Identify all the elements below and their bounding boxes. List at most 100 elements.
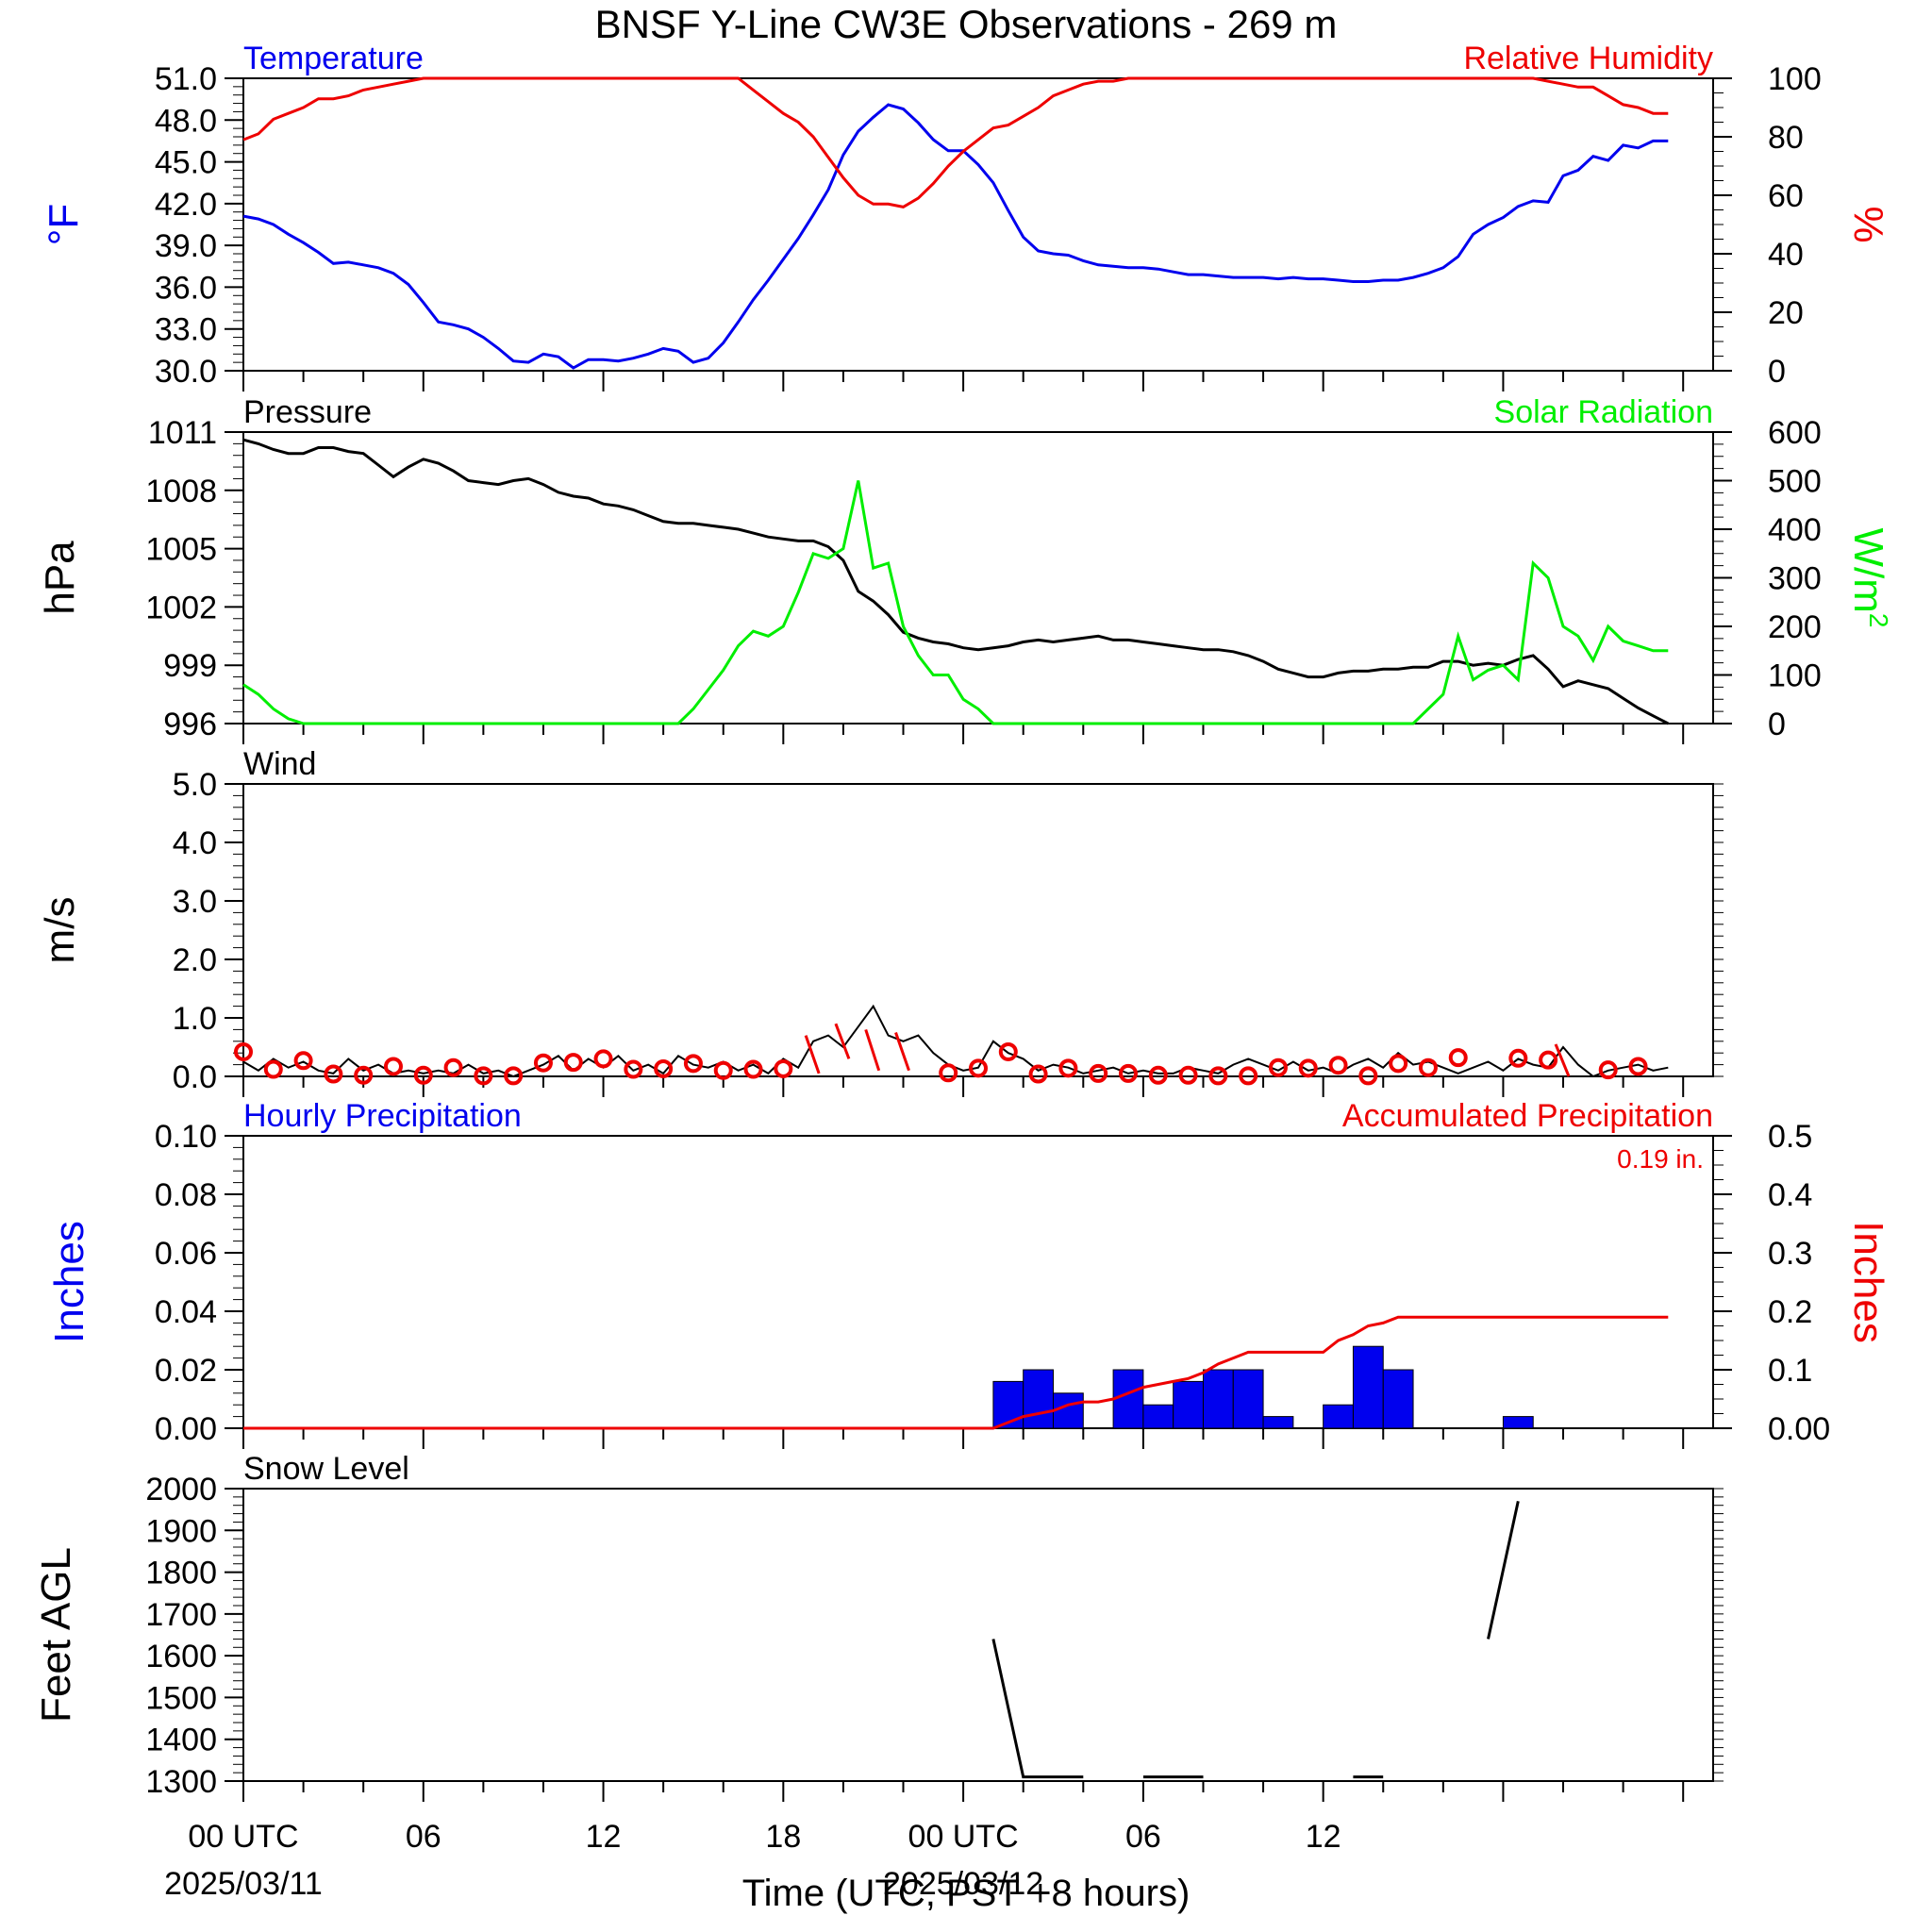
- y-axis-right-label: W/m2: [1845, 528, 1893, 628]
- y-axis-label: hPa: [37, 541, 83, 615]
- wind-calm-marker: [1628, 1057, 1648, 1076]
- y-tick-label: 0.06: [155, 1236, 217, 1272]
- precip-bar: [1382, 1369, 1414, 1429]
- precip-bar: [992, 1380, 1024, 1429]
- y-tick-label: 51.0: [155, 61, 217, 97]
- y-tick-label: 1600: [145, 1639, 217, 1674]
- wind-calm-marker: [563, 1053, 583, 1073]
- y-tick-label: 0.02: [155, 1353, 217, 1389]
- y-right-tick-label: 0.3: [1768, 1236, 1812, 1272]
- wind-barb: [864, 1028, 881, 1072]
- y-right-tick-label: 0.5: [1768, 1119, 1812, 1155]
- precip-bar: [1323, 1404, 1354, 1429]
- panel-wind: 0.0 1.0 2.0 3.0 4.0 5.0 Wind m/s: [37, 746, 1724, 1097]
- wind-calm-marker: [1178, 1065, 1198, 1085]
- y-right-tick-label: 0.2: [1768, 1294, 1812, 1330]
- wind-calm-marker: [1208, 1066, 1228, 1086]
- y-right-tick-label: 80: [1768, 120, 1804, 156]
- wind-calm-marker: [1089, 1063, 1108, 1083]
- panel-left-title: Pressure: [243, 394, 372, 430]
- wind-calm-marker: [654, 1058, 674, 1078]
- wind-calm-marker: [1058, 1058, 1078, 1078]
- y-tick-label: 0.00: [155, 1411, 217, 1447]
- y-right-tick-label: 0.4: [1768, 1177, 1812, 1213]
- y-right-tick-label: 40: [1768, 237, 1804, 273]
- wind-calm-marker: [1328, 1056, 1348, 1075]
- y-tick-label: 1400: [145, 1723, 217, 1758]
- panel-right-title: Accumulated Precipitation: [1342, 1098, 1713, 1134]
- wind-calm-marker: [443, 1058, 463, 1077]
- wind-calm-marker: [1539, 1050, 1558, 1070]
- y-right-tick-label: 100: [1768, 658, 1822, 694]
- x-tick-label: 12: [1306, 1819, 1341, 1855]
- wind-calm-marker: [234, 1041, 253, 1061]
- wind-barb: [1554, 1043, 1571, 1077]
- x-tick-label: 12: [586, 1819, 622, 1855]
- y-right-tick-label: 600: [1768, 415, 1822, 451]
- y-tick-label: 1002: [145, 590, 217, 625]
- precip-bar: [1202, 1369, 1234, 1429]
- wind-calm-marker: [504, 1066, 524, 1086]
- y-tick-label: 1700: [145, 1597, 217, 1633]
- wind-calm-marker: [1448, 1048, 1468, 1068]
- plot-frame: [242, 1135, 1714, 1429]
- y-tick-label: 1011: [148, 415, 217, 451]
- panel-left-title: Temperature: [243, 41, 424, 76]
- y-tick-label: 0.08: [155, 1177, 217, 1213]
- y-tick-label: 42.0: [155, 187, 217, 223]
- panel-left-title: Hourly Precipitation: [243, 1098, 522, 1134]
- y-right-tick-label: 500: [1768, 464, 1822, 500]
- wind-calm-marker: [324, 1064, 343, 1084]
- wind-calm-marker: [1118, 1063, 1138, 1083]
- panel-right-title: Relative Humidity: [1463, 41, 1713, 76]
- precip-bar: [1232, 1369, 1264, 1429]
- y-tick-label: 2000: [145, 1472, 217, 1507]
- y-right-tick-label: 400: [1768, 512, 1822, 548]
- x-date-label: 2025/03/12: [883, 1866, 1043, 1902]
- y-tick-label: 0.10: [155, 1119, 217, 1155]
- wind-calm-marker: [1418, 1058, 1438, 1077]
- y-tick-label: 5.0: [173, 767, 217, 803]
- wind-calm-marker: [774, 1058, 793, 1078]
- panel-temp-rh: 30.0 33.0 36.0 39.0 42.0 45.0 48.0 51.0 0 20 40 60 8…: [41, 41, 1891, 391]
- x-axis-label: Time (UTC, PST +8 hours): [742, 1873, 1191, 1914]
- y-right-tick-label: 0: [1768, 354, 1786, 390]
- y-tick-label: 48.0: [155, 103, 217, 139]
- y-tick-label: 999: [163, 648, 217, 684]
- wind-calm-marker: [593, 1049, 613, 1069]
- y-axis-label: Inches: [46, 1221, 92, 1343]
- y-right-tick-label: 100: [1768, 61, 1822, 97]
- y-right-tick-label: 0.00: [1768, 1411, 1830, 1447]
- y-right-tick-label: 200: [1768, 609, 1822, 645]
- chart-title: BNSF Y-Line CW3E Observations - 269 m: [595, 2, 1338, 46]
- x-tick-label: 18: [765, 1819, 801, 1855]
- y-tick-label: 39.0: [155, 228, 217, 264]
- series-line-relative-humidity: [242, 76, 1669, 208]
- x-tick-label: 06: [1125, 1819, 1161, 1855]
- wind-calm-marker: [969, 1058, 988, 1078]
- panel-snow-level: 1300 1400 1500 1600 1700 1800 1900 2000 Snow Lev…: [33, 1451, 1724, 1802]
- series-line-temperature: [242, 103, 1669, 370]
- wind-calm-marker: [383, 1057, 403, 1076]
- wind-calm-marker: [1148, 1065, 1168, 1085]
- panel-left-title: Wind: [243, 746, 316, 782]
- wind-calm-marker: [413, 1065, 433, 1085]
- time-axis: 00 UTC 2025/03/11 06 12 18 00 UTC 2025/03/12 06…: [164, 1819, 1341, 1902]
- panel-precip: 0.00 0.02 0.04 0.06 0.08 0.10 0.00 0.1 0.2 0.3 0.4…: [46, 1098, 1891, 1449]
- y-axis-label: Feet AGL: [33, 1547, 79, 1723]
- wind-calm-marker: [1389, 1054, 1408, 1074]
- x-date-label: 2025/03/11: [164, 1866, 323, 1902]
- snow-level-segment: [1487, 1500, 1520, 1640]
- y-right-tick-label: 0.1: [1768, 1353, 1812, 1389]
- y-right-tick-label: 300: [1768, 561, 1822, 597]
- series-line-pressure: [242, 438, 1669, 725]
- wind-calm-marker: [1598, 1060, 1618, 1080]
- precip-bar: [1352, 1345, 1384, 1429]
- wind-barb: [894, 1032, 910, 1072]
- x-tick-label: 06: [406, 1819, 441, 1855]
- wind-calm-marker: [1028, 1064, 1048, 1084]
- y-tick-label: 4.0: [173, 825, 217, 861]
- y-tick-label: 1900: [145, 1513, 217, 1549]
- y-axis-right-label: Inches: [1845, 1221, 1891, 1343]
- precip-bar: [1023, 1369, 1054, 1429]
